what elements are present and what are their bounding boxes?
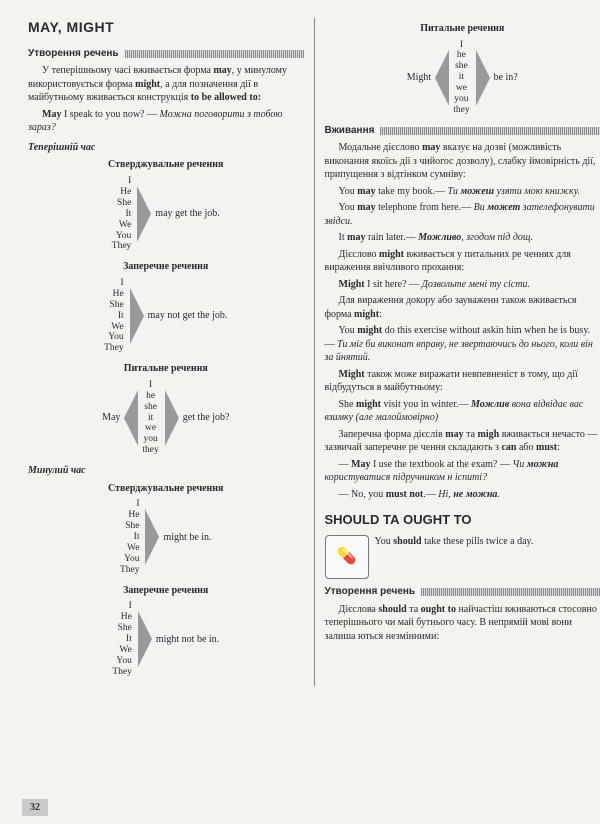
past-tense-label: Минулий час [28, 464, 304, 478]
pronoun-stack: IHeSheItWeYouThey [104, 278, 126, 354]
usage-label: Вживання [325, 124, 375, 138]
pills-block: 💊 You should take these pills twice a da… [325, 535, 600, 579]
phrase-left: Might [407, 71, 431, 85]
pills-text: You should take these pills twice a day. [375, 535, 600, 549]
phrase: may not get the job. [148, 309, 228, 323]
main-title: MAY, MIGHT [28, 18, 304, 37]
pills-icon: 💊 [325, 535, 369, 579]
decor-bar [421, 588, 600, 596]
quest-label: Питальне речення [28, 362, 304, 376]
usage-p6: Might I sit here? — Дозвольте мені ту сі… [325, 278, 600, 292]
usage-p11: Заперечна форма дієслів may та migh вжив… [325, 428, 600, 455]
usage-p2: You may take my book.— Ти можеш узя­ти м… [325, 185, 600, 199]
should-formation-label: Утворення речень [325, 585, 416, 599]
diagram-might-be-in: IHeSheItWeYouThey might be in. [28, 499, 304, 575]
affirm-label: Стверджувальне речення [28, 158, 304, 172]
intro-1: У теперішньому часі вживається форма may… [28, 64, 304, 105]
phrase: might be in. [163, 531, 211, 545]
usage-p1: Модальне дієслово may вказує на дозві (м… [325, 141, 600, 182]
triangle-icon [165, 390, 179, 446]
present-tense-label: Теперішній час [28, 141, 304, 155]
phrase-right: be in? [494, 71, 518, 85]
usage-p7: Для вираження докору або зауваженн також… [325, 294, 600, 321]
usage-p9: Might також може виражати невпевненіст в… [325, 368, 600, 395]
diagram-may-not-get: IHeSheItWeYouThey may not get the job. [28, 278, 304, 354]
neg-label-2: Заперечне речення [28, 584, 304, 598]
diagram-may-get: IHeSheItWeYouThey may get the job. [28, 176, 304, 252]
decor-bar [125, 50, 304, 58]
usage-p8: You might do this exercise without askin… [325, 324, 600, 365]
triangle-icon [145, 509, 159, 565]
section-formation: Утворення речень [28, 47, 304, 61]
should-formation-section: Утворення речень [325, 585, 600, 599]
diagram-may-q: May Ihesheitweyouthey get the job? [28, 380, 304, 456]
triangle-icon [476, 50, 490, 106]
neg-label: Заперечне речення [28, 260, 304, 274]
intro-2: May I speak to you now? — Можна погово­р… [28, 108, 304, 135]
usage-section: Вживання [325, 124, 600, 138]
triangle-icon [137, 186, 151, 242]
affirm-label-2: Стверджувальне речення [28, 482, 304, 496]
pronoun-stack: Ihesheitweyouthey [453, 40, 471, 116]
pronoun-stack: IHeSheItWeYouThey [112, 601, 134, 677]
phrase: might not be in. [156, 633, 219, 647]
usage-p5: Дієслово might вживається у питальних ре… [325, 248, 600, 275]
phrase: may get the job. [155, 207, 219, 221]
usage-p13: — No, you must not.— Ні, не можна. [325, 488, 600, 502]
diagram-might-q: Might Ihesheitweyouthey be in? [325, 40, 600, 116]
diagram-might-not-be-in: IHeSheItWeYouThey might not be in. [28, 601, 304, 677]
should-title: SHOULD ТА OUGHT TO [325, 511, 600, 529]
usage-p4: It may rain later.— Можливо, згодом під … [325, 231, 600, 245]
usage-p12: — May I use the textbook at the exam? — … [325, 458, 600, 485]
triangle-icon [124, 390, 138, 446]
triangle-icon [138, 611, 152, 667]
triangle-icon [130, 288, 144, 344]
usage-p10: She might visit you in winter.— Можлив в… [325, 398, 600, 425]
phrase-right: get the job? [183, 411, 230, 425]
should-p: Дієслова should та ought to найчастіш вж… [325, 603, 600, 644]
triangle-icon [435, 50, 449, 106]
pronoun-stack: IHeSheItWeYouThey [112, 176, 134, 252]
quest-label-r: Питальне речення [325, 22, 600, 36]
pronoun-stack: Ihesheitweyouthey [142, 380, 160, 456]
usage-p3: You may telephone from here.— Ви может з… [325, 201, 600, 228]
phrase-left: May [102, 411, 120, 425]
formation-label: Утворення речень [28, 47, 119, 61]
pronoun-stack: IHeSheItWeYouThey [120, 499, 142, 575]
page-number: 32 [22, 799, 48, 816]
decor-bar [380, 127, 600, 135]
